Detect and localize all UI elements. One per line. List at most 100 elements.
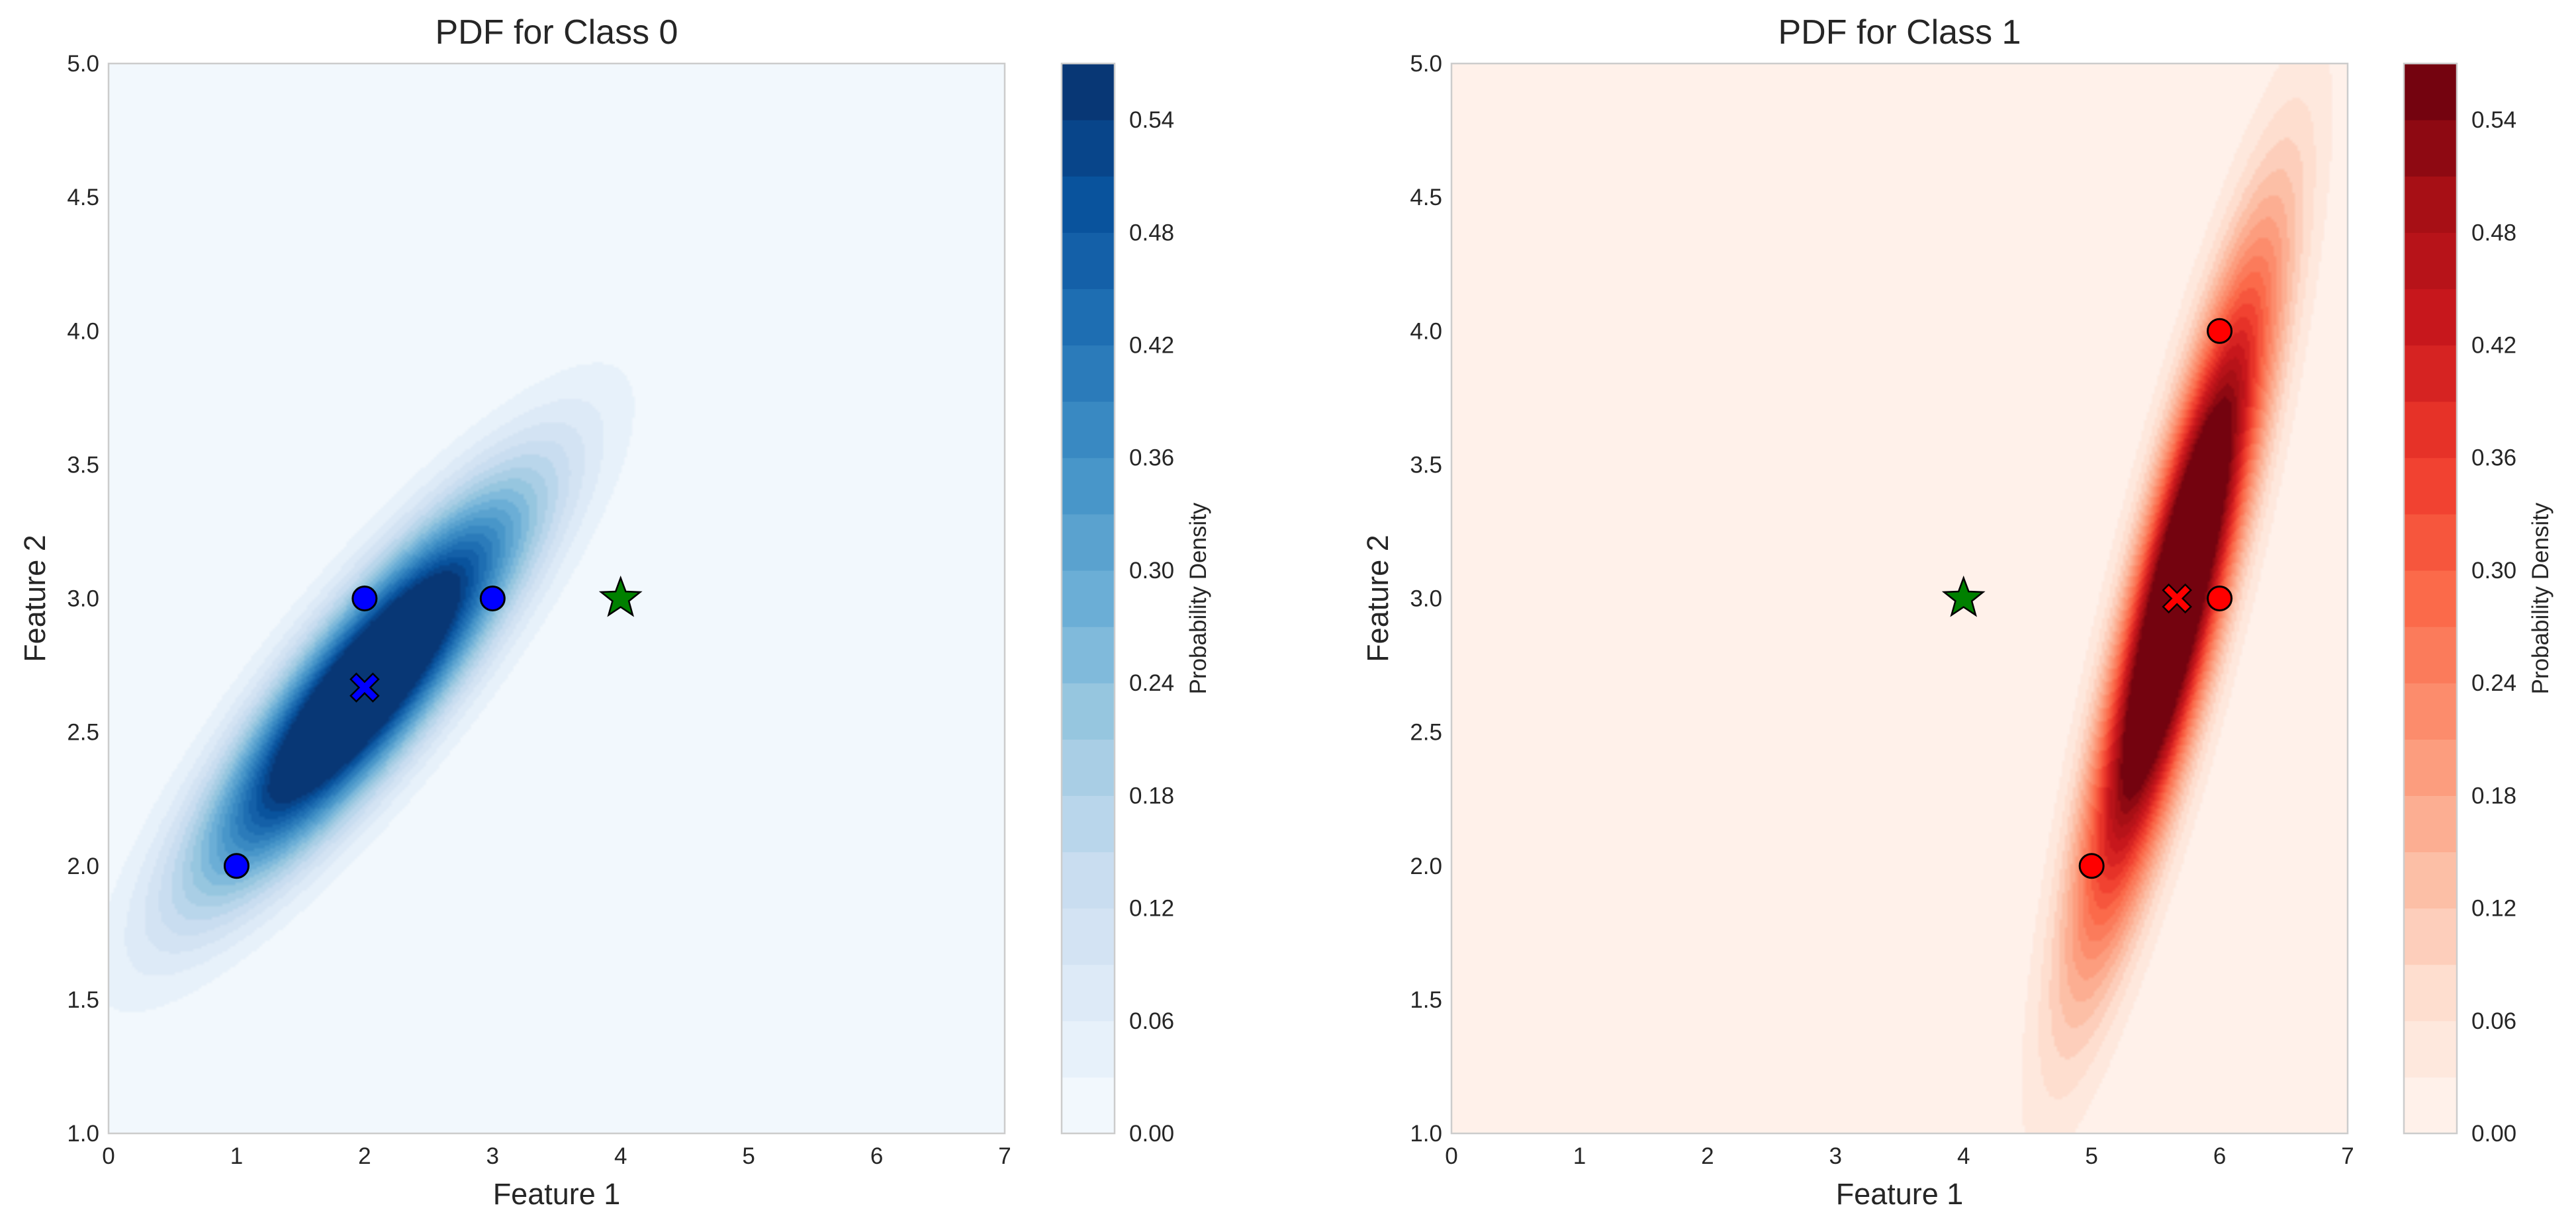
colorbar-band — [2404, 570, 2457, 627]
colorbar-band — [2404, 401, 2457, 459]
colorbar-band — [1062, 457, 1115, 515]
colorbar-tick-label: 0.42 — [2471, 333, 2516, 359]
colorbar-band — [1062, 627, 1115, 683]
colorbar-tick-label: 0.18 — [1129, 783, 1174, 809]
colorbar-tick-label: 0.12 — [1129, 896, 1174, 922]
x-tick-label: 7 — [998, 1143, 1011, 1169]
colorbar-band — [2404, 683, 2457, 740]
colorbar-band — [2404, 627, 2457, 683]
density-contour-image — [109, 64, 1005, 1133]
colorbar-band — [2404, 795, 2457, 853]
colorbar-label: Probability Density — [1185, 502, 1211, 694]
colorbar-band — [1062, 683, 1115, 740]
test-point-star — [598, 575, 643, 617]
colorbar: 0.00 0.06 0.12 0.18 0.24 0.30 0.36 0.42 0.48 0.54… — [1060, 62, 1211, 1147]
colorbar-band — [2404, 964, 2457, 1022]
x-axis-label: Feature 1 — [1836, 1177, 1964, 1211]
colorbar-band — [1062, 64, 1115, 120]
colorbar-band — [1062, 1020, 1115, 1078]
mean-marker — [2162, 583, 2192, 614]
x-tick-label: 4 — [1957, 1143, 1970, 1169]
x-tick-label: 0 — [102, 1143, 115, 1169]
y-tick-label: 2.0 — [67, 854, 99, 879]
colorbar-band — [2404, 852, 2457, 909]
colorbar-tick-label: 0.00 — [2471, 1121, 2516, 1147]
colorbar-tick-label: 0.24 — [1129, 670, 1174, 696]
y-tick-label: 2.0 — [1410, 854, 1442, 879]
colorbar-tick-label: 0.54 — [2471, 107, 2516, 133]
x-tick-label: 7 — [2341, 1143, 2354, 1169]
plot-frame — [1450, 62, 2349, 1135]
y-tick-label: 3.0 — [1410, 586, 1442, 612]
x-tick-label: 5 — [2085, 1143, 2097, 1169]
colorbar-tick-label: 0.00 — [1129, 1121, 1174, 1147]
mean-marker — [349, 672, 380, 703]
colorbar-tick-label: 0.18 — [2471, 783, 2516, 809]
colorbar-tick-label: 0.48 — [1129, 220, 1174, 245]
test-point-star — [1941, 575, 1986, 617]
y-tick-label: 4.0 — [67, 318, 99, 344]
colorbar-tick-label: 0.06 — [2471, 1008, 2516, 1034]
colorbar-band — [2404, 232, 2457, 290]
colorbar-tick-label: 0.54 — [1129, 107, 1174, 133]
colorbar-band — [2404, 457, 2457, 515]
y-axis-label: Feature 2 — [18, 535, 52, 662]
colorbar-band — [2404, 288, 2457, 346]
colorbar-band — [2404, 120, 2457, 177]
colorbar-band — [1062, 795, 1115, 853]
y-tick-label: 4.0 — [1410, 318, 1442, 344]
training-point — [2078, 853, 2105, 879]
x-tick-label: 1 — [1573, 1143, 1586, 1169]
colorbar-band — [2404, 345, 2457, 402]
colorbar: 0.00 0.06 0.12 0.18 0.24 0.30 0.36 0.42 0.48 0.54… — [2403, 62, 2553, 1147]
training-point — [2207, 318, 2233, 344]
colorbar-band — [1062, 288, 1115, 346]
y-axis-label: Feature 2 — [1361, 535, 1395, 662]
colorbar-tick-label: 0.48 — [2471, 220, 2516, 245]
colorbar-band — [2404, 1020, 2457, 1078]
colorbar-band — [1062, 345, 1115, 402]
colorbar-tick-label: 0.12 — [2471, 896, 2516, 922]
training-point — [479, 586, 506, 611]
colorbar-band — [1062, 401, 1115, 459]
colorbar-band — [1062, 964, 1115, 1022]
x-tick-label: 2 — [358, 1143, 371, 1169]
colorbar-tick-label: 0.36 — [2471, 445, 2516, 471]
colorbar-band — [2404, 64, 2457, 120]
y-tick-label: 5.0 — [1410, 51, 1442, 77]
chart-title: PDF for Class 0 — [436, 13, 678, 52]
colorbar-band — [2404, 908, 2457, 965]
colorbar-tick-label: 0.30 — [1129, 558, 1174, 584]
chart-panel-1: 0 1 2 3 4 5 6 7 1.0 1.5 2.0 2.5 3.0 3.5 4.0 4.5 5.0 PDF f… — [1361, 13, 2553, 1211]
x-tick-label: 5 — [742, 1143, 755, 1169]
y-tick-label: 4.5 — [1410, 185, 1442, 210]
training-point — [351, 586, 378, 611]
colorbar-band — [1062, 1076, 1115, 1134]
y-tick-label: 2.5 — [67, 720, 99, 746]
colorbar-band — [1062, 176, 1115, 233]
y-tick-label: 1.5 — [67, 987, 99, 1013]
colorbar-tick-label: 0.30 — [2471, 558, 2516, 584]
x-tick-label: 2 — [1701, 1143, 1714, 1169]
chart-panel-0: 0 1 2 3 4 5 6 7 1.0 1.5 2.0 2.5 3.0 3.5 4.0 4.5 5.0 PDF f… — [18, 13, 1211, 1211]
y-tick-label: 3.5 — [1410, 452, 1442, 478]
colorbar-band — [2404, 1076, 2457, 1134]
colorbar-band — [1062, 232, 1115, 290]
density-contour-image — [1451, 64, 2348, 1133]
x-axis-label: Feature 1 — [493, 1177, 621, 1211]
y-tick-label: 4.5 — [67, 185, 99, 210]
x-tick-label: 4 — [614, 1143, 627, 1169]
colorbar-label: Probability Density — [2528, 502, 2553, 694]
y-tick-label: 1.0 — [67, 1121, 99, 1147]
x-tick-label: 3 — [486, 1143, 499, 1169]
x-tick-label: 0 — [1445, 1143, 1457, 1169]
plot-frame — [107, 62, 1006, 1135]
y-tick-label: 1.5 — [1410, 987, 1442, 1013]
y-tick-label: 1.0 — [1410, 1121, 1442, 1147]
colorbar-band — [1062, 739, 1115, 796]
colorbar-frame — [1060, 62, 1116, 1135]
x-tick-label: 3 — [1829, 1143, 1842, 1169]
colorbar-band — [2404, 176, 2457, 233]
training-point — [223, 853, 250, 879]
